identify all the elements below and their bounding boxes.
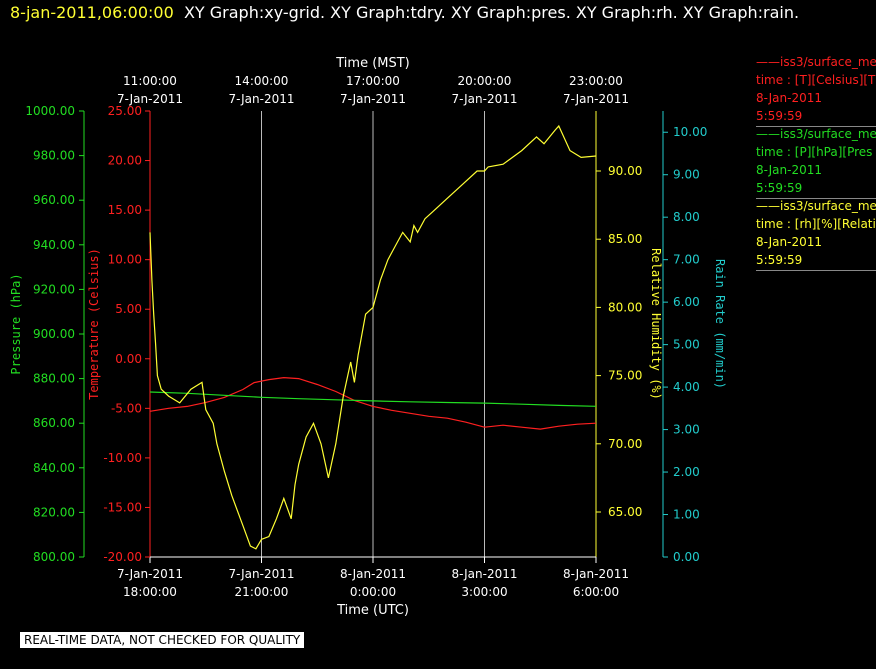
pressure-tick-label: 880.00	[33, 372, 75, 386]
pressure-tick-label: 980.00	[33, 149, 75, 163]
bottom-tick-label: 7-Jan-2011	[229, 567, 295, 581]
rain-tick-label: 8.00	[673, 210, 700, 224]
bottom-tick-label: 18:00:00	[123, 585, 177, 599]
bottom-tick-label: 6:00:00	[573, 585, 619, 599]
header-graph-list: XY Graph:xy-grid. XY Graph:tdry. XY Grap…	[183, 3, 800, 22]
quality-disclaimer: REAL-TIME DATA, NOT CHECKED FOR QUALITY	[20, 632, 305, 648]
top-tick-label: 7-Jan-2011	[117, 92, 183, 106]
rh-tick-label: 70.00	[608, 437, 642, 451]
legend-line: time : [P][hPa][Pres	[756, 145, 873, 159]
pressure-tick-label: 920.00	[33, 282, 75, 296]
bottom-tick-label: 0:00:00	[350, 585, 396, 599]
legend-line: 8-Jan-2011	[756, 91, 822, 105]
top-tick-label: 14:00:00	[235, 74, 289, 88]
rh-tick-label: 75.00	[608, 369, 642, 383]
rain-tick-label: 9.00	[673, 168, 700, 182]
temperature-tick-label: -10.00	[103, 451, 142, 465]
rain-tick-label: 3.00	[673, 423, 700, 437]
legend-line: 5:59:59	[756, 109, 803, 123]
temperature-tick-label: 0.00	[115, 352, 142, 366]
temperature-tick-label: 25.00	[108, 104, 142, 118]
legend-line: 8-Jan-2011	[756, 235, 822, 249]
graph-header: 8-jan-2011,06:00:00 XY Graph:xy-grid. XY…	[10, 3, 799, 22]
legend-line: 5:59:59	[756, 253, 803, 267]
rh-tick-label: 85.00	[608, 232, 642, 246]
rain-tick-label: 7.00	[673, 253, 700, 267]
rain-tick-label: 10.00	[673, 125, 707, 139]
legend-line: 5:59:59	[756, 181, 803, 195]
rain-tick-label: 4.00	[673, 380, 700, 394]
pressure-axis-title: Pressure (hPa)	[9, 273, 23, 374]
temperature-series-line	[149, 376, 597, 430]
pressure-tick-label: 860.00	[33, 416, 75, 430]
legend-separator	[756, 270, 876, 271]
legend-line: ——iss3/surface_met	[756, 55, 876, 69]
rh-tick-label: 90.00	[608, 164, 642, 178]
pressure-tick-label: 800.00	[33, 550, 75, 564]
pressure-tick-label: 940.00	[33, 238, 75, 252]
header-timestamp: 8-jan-2011,06:00:00	[10, 3, 174, 22]
bottom-tick-label: 8-Jan-2011	[563, 567, 629, 581]
temperature-tick-label: 20.00	[108, 154, 142, 168]
pressure-tick-label: 820.00	[33, 505, 75, 519]
rain-tick-label: 0.00	[673, 550, 700, 564]
rh-axis-title: Relative Humidity (%)	[649, 248, 663, 400]
rh-series-line	[149, 124, 597, 550]
temperature-tick-label: -5.00	[111, 401, 142, 415]
legend-line: ——iss3/surface_met	[756, 199, 876, 213]
top-tick-label: 7-Jan-2011	[229, 92, 295, 106]
top-tick-label: 11:00:00	[123, 74, 177, 88]
pressure-tick-label: 1000.00	[25, 104, 75, 118]
rain-tick-label: 2.00	[673, 465, 700, 479]
rh-tick-label: 65.00	[608, 505, 642, 519]
temperature-tick-label: 5.00	[115, 302, 142, 316]
temperature-axis-title: Temperature (Celsius)	[87, 248, 101, 400]
pressure-series-line	[149, 391, 597, 407]
top-tick-label: 7-Jan-2011	[452, 92, 518, 106]
temperature-tick-label: -15.00	[103, 500, 142, 514]
top-tick-label: 20:00:00	[458, 74, 512, 88]
legend-separator	[756, 126, 876, 127]
legend-separator	[756, 198, 876, 199]
pressure-tick-label: 900.00	[33, 327, 75, 341]
temperature-tick-label: -20.00	[103, 550, 142, 564]
rain-tick-label: 6.00	[673, 295, 700, 309]
top-tick-label: 7-Jan-2011	[340, 92, 406, 106]
bottom-tick-label: 21:00:00	[235, 585, 289, 599]
top-tick-label: 17:00:00	[346, 74, 400, 88]
bottom-tick-label: 8-Jan-2011	[340, 567, 406, 581]
bottom-tick-label: 7-Jan-2011	[117, 567, 183, 581]
bottom-tick-label: 3:00:00	[461, 585, 507, 599]
bottom-tick-label: 8-Jan-2011	[452, 567, 518, 581]
rain-tick-label: 5.00	[673, 338, 700, 352]
rain-tick-label: 1.00	[673, 508, 700, 522]
legend-line: time : [T][Celsius][T	[756, 73, 876, 87]
top-tick-label: 23:00:00	[569, 74, 623, 88]
legend-line: 8-Jan-2011	[756, 163, 822, 177]
temperature-tick-label: 15.00	[108, 203, 142, 217]
legend-line: time : [rh][%][Relati	[756, 217, 876, 231]
temperature-tick-label: 10.00	[108, 253, 142, 267]
bottom-axis-title: Time (UTC)	[336, 603, 409, 618]
rain-axis-title: Rain Rate (mm/min)	[713, 259, 727, 389]
pressure-tick-label: 960.00	[33, 193, 75, 207]
legend-line: ——iss3/surface_met	[756, 127, 876, 141]
rh-tick-label: 80.00	[608, 300, 642, 314]
pressure-tick-label: 840.00	[33, 461, 75, 475]
top-axis-title: Time (MST)	[335, 56, 410, 71]
top-tick-label: 7-Jan-2011	[563, 92, 629, 106]
